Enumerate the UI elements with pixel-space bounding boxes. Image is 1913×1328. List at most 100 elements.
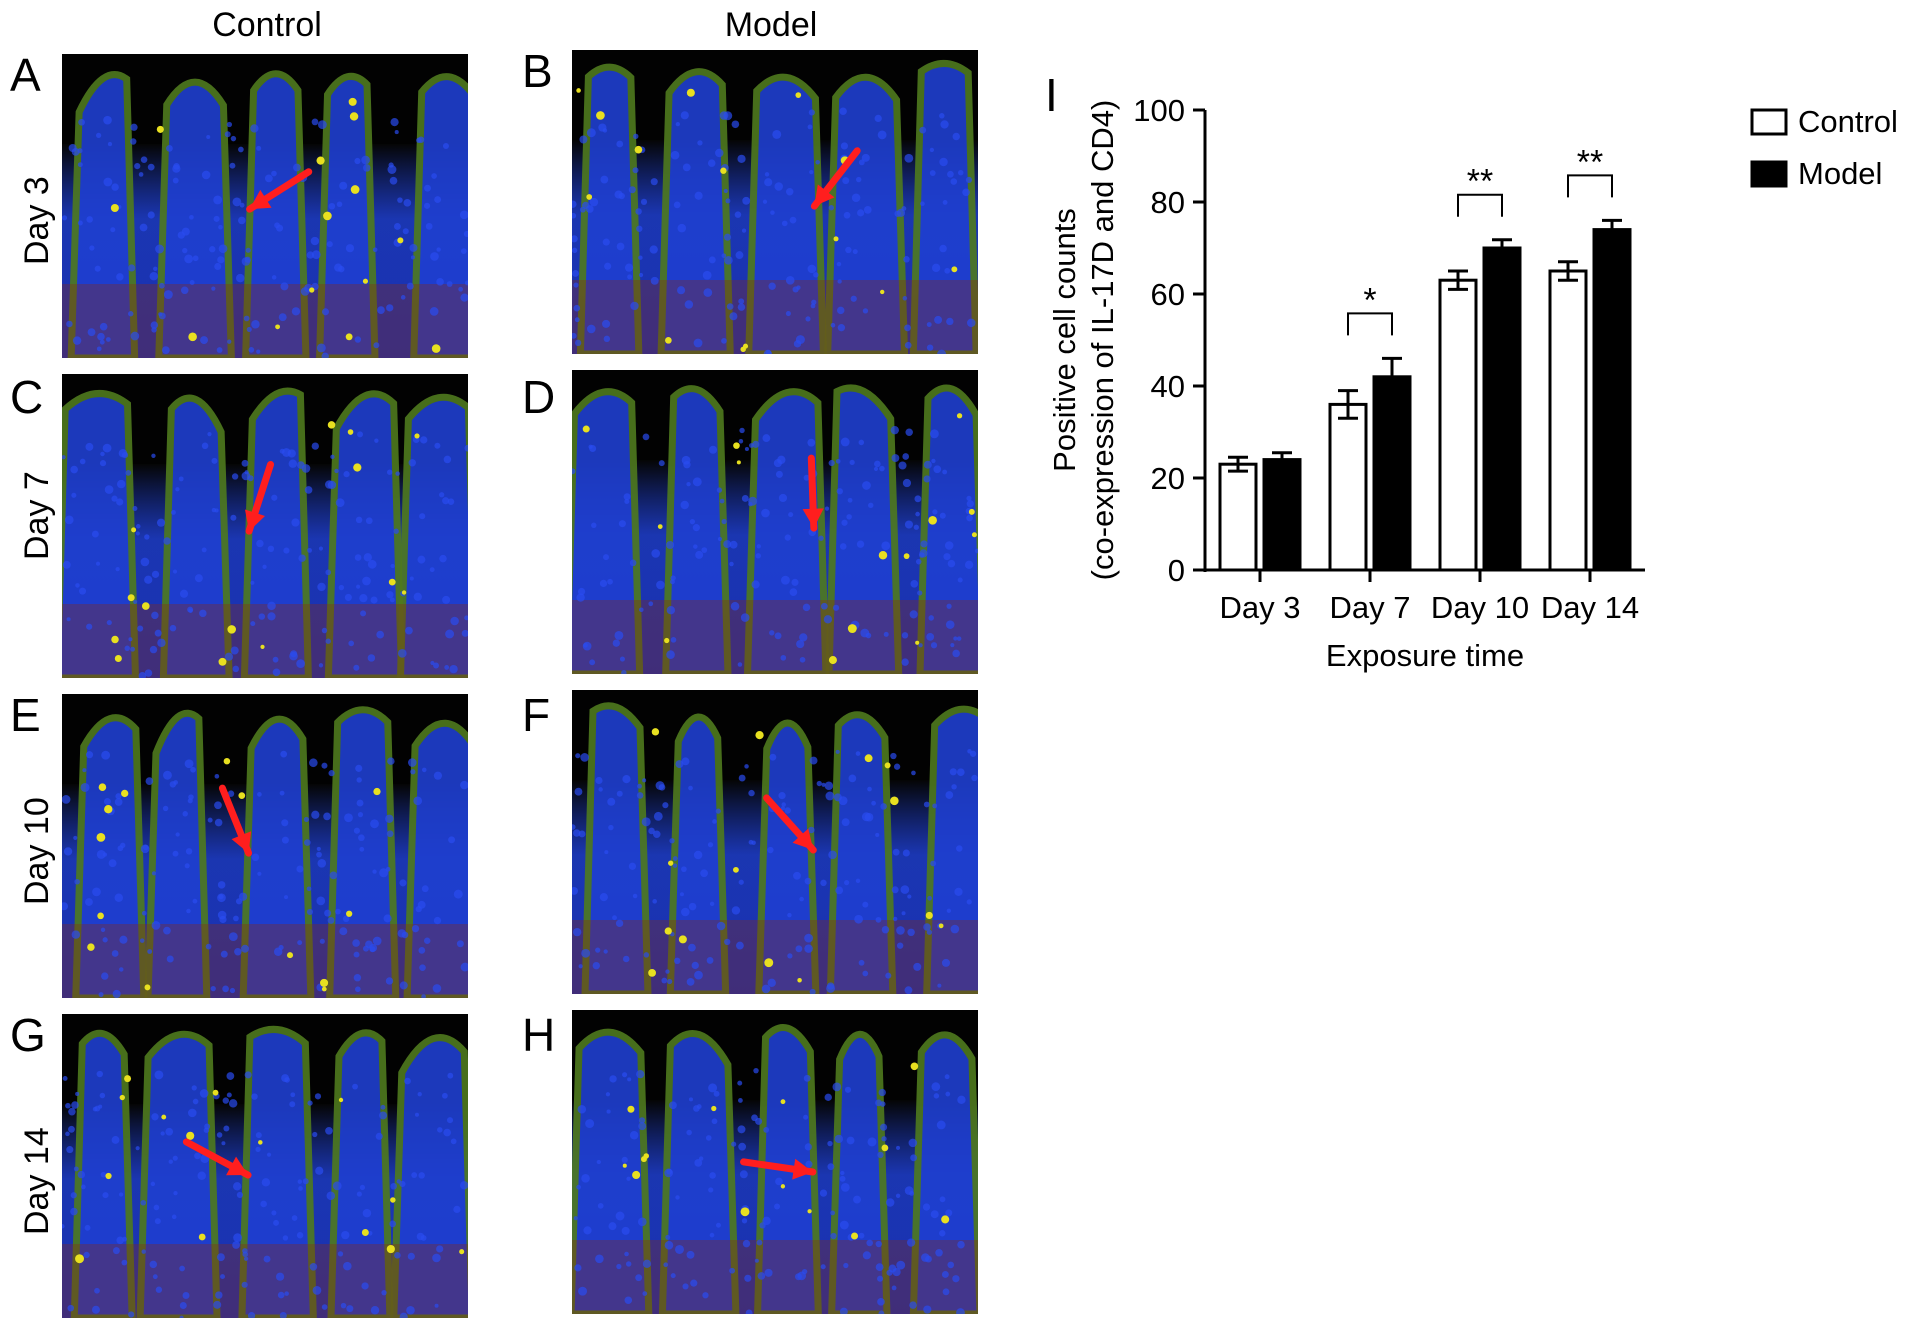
positive-cell — [648, 968, 656, 977]
bar-model-day-3 — [1262, 458, 1302, 572]
positive-cell — [459, 1249, 465, 1255]
legend-label-control: Control — [1798, 104, 1898, 139]
panel-letter-c: C — [10, 371, 44, 423]
stroma-band — [572, 280, 978, 354]
bar-control-day-3 — [1218, 462, 1258, 572]
positive-cell — [878, 551, 888, 560]
y-tick-label: 40 — [1151, 369, 1185, 404]
positive-cell — [880, 289, 885, 295]
villus — [159, 394, 233, 678]
positive-cell — [596, 111, 605, 120]
indicator-arrow — [802, 454, 824, 532]
positive-cell — [362, 278, 369, 284]
villus — [826, 711, 897, 994]
positive-cell — [795, 92, 802, 98]
positive-cell — [711, 1105, 717, 1112]
positive-cell — [884, 762, 891, 769]
positive-cell — [131, 527, 137, 533]
positive-cell — [223, 757, 231, 765]
positive-cell — [238, 792, 246, 799]
positive-cell — [928, 515, 937, 525]
villus — [755, 719, 820, 994]
positive-cell — [349, 112, 359, 121]
positive-cell — [828, 656, 837, 665]
villus — [662, 385, 732, 674]
positive-cell — [144, 984, 151, 991]
positive-cell — [627, 1105, 635, 1113]
positive-cell — [664, 927, 672, 935]
panel-letter-g: G — [10, 1009, 46, 1061]
positive-cell — [309, 287, 315, 293]
significance-label: ** — [1467, 163, 1493, 201]
positive-cell — [951, 266, 958, 273]
positive-cell — [127, 594, 135, 602]
panel-letter-b: B — [522, 45, 553, 97]
positive-cell — [890, 796, 899, 806]
positive-cell — [388, 578, 396, 586]
panel-letter-i: I — [1045, 69, 1058, 121]
positive-cell — [665, 337, 672, 344]
positive-cell — [632, 1170, 641, 1180]
positive-cell — [386, 1244, 395, 1254]
micrograph-e — [62, 694, 468, 998]
indicator-arrow — [218, 784, 253, 857]
bar-model-day-10 — [1482, 246, 1522, 572]
indicator-arrow — [740, 1158, 817, 1180]
positive-cell — [668, 860, 674, 866]
positive-cell — [98, 783, 107, 791]
panel-letter-e: E — [10, 689, 41, 741]
positive-cell — [212, 1089, 219, 1096]
positive-cell — [397, 237, 404, 244]
villus — [657, 68, 734, 354]
positive-cell — [686, 88, 695, 97]
positive-cell — [361, 1229, 369, 1237]
positive-cell — [114, 654, 122, 663]
positive-cell — [119, 1094, 125, 1101]
positive-cell — [431, 344, 441, 353]
villus — [658, 1030, 740, 1314]
positive-cell — [104, 805, 113, 814]
positive-cell — [345, 333, 353, 341]
positive-cell — [186, 1131, 195, 1140]
bar-model-day-14 — [1592, 228, 1632, 572]
micrograph-g — [62, 1014, 468, 1318]
positive-cell — [833, 236, 839, 242]
positive-cell — [956, 413, 963, 419]
positive-cell — [582, 425, 590, 433]
positive-cell — [156, 125, 164, 133]
positive-cell — [75, 1254, 85, 1264]
villus — [909, 59, 978, 354]
positive-cell — [733, 442, 740, 449]
villus — [410, 73, 468, 358]
positive-cell — [720, 167, 727, 174]
y-tick-label: 80 — [1151, 185, 1185, 220]
positive-cell — [641, 1156, 647, 1163]
positive-cell — [780, 1184, 786, 1189]
micrograph-a — [62, 54, 468, 358]
panel-letter-h: H — [522, 1009, 556, 1061]
positive-cell — [971, 532, 977, 538]
y-axis-label: (co-expression of IL-17D and CD4) — [1085, 100, 1120, 581]
villus — [62, 390, 140, 678]
indicator-arrow — [810, 147, 861, 210]
row-label-day-10: Day 10 — [18, 797, 56, 905]
positive-cell — [925, 911, 933, 920]
positive-cell — [96, 832, 106, 842]
positive-cell — [346, 910, 353, 917]
significance-bracket — [1457, 193, 1503, 217]
positive-cell — [161, 1114, 167, 1120]
significance-bracket — [1347, 312, 1393, 336]
positive-cell — [740, 1207, 750, 1217]
y-tick-label: 60 — [1151, 277, 1185, 312]
villus — [72, 714, 148, 998]
positive-cell — [651, 728, 660, 736]
column-title-control: Control — [212, 6, 322, 44]
bar-control-day-7 — [1328, 402, 1368, 572]
villus — [825, 384, 903, 674]
positive-cell — [764, 958, 774, 968]
positive-cell — [740, 346, 746, 353]
positive-cell — [227, 625, 236, 634]
positive-cell — [353, 463, 362, 472]
positive-cell — [316, 156, 325, 165]
positive-cell — [576, 88, 581, 93]
